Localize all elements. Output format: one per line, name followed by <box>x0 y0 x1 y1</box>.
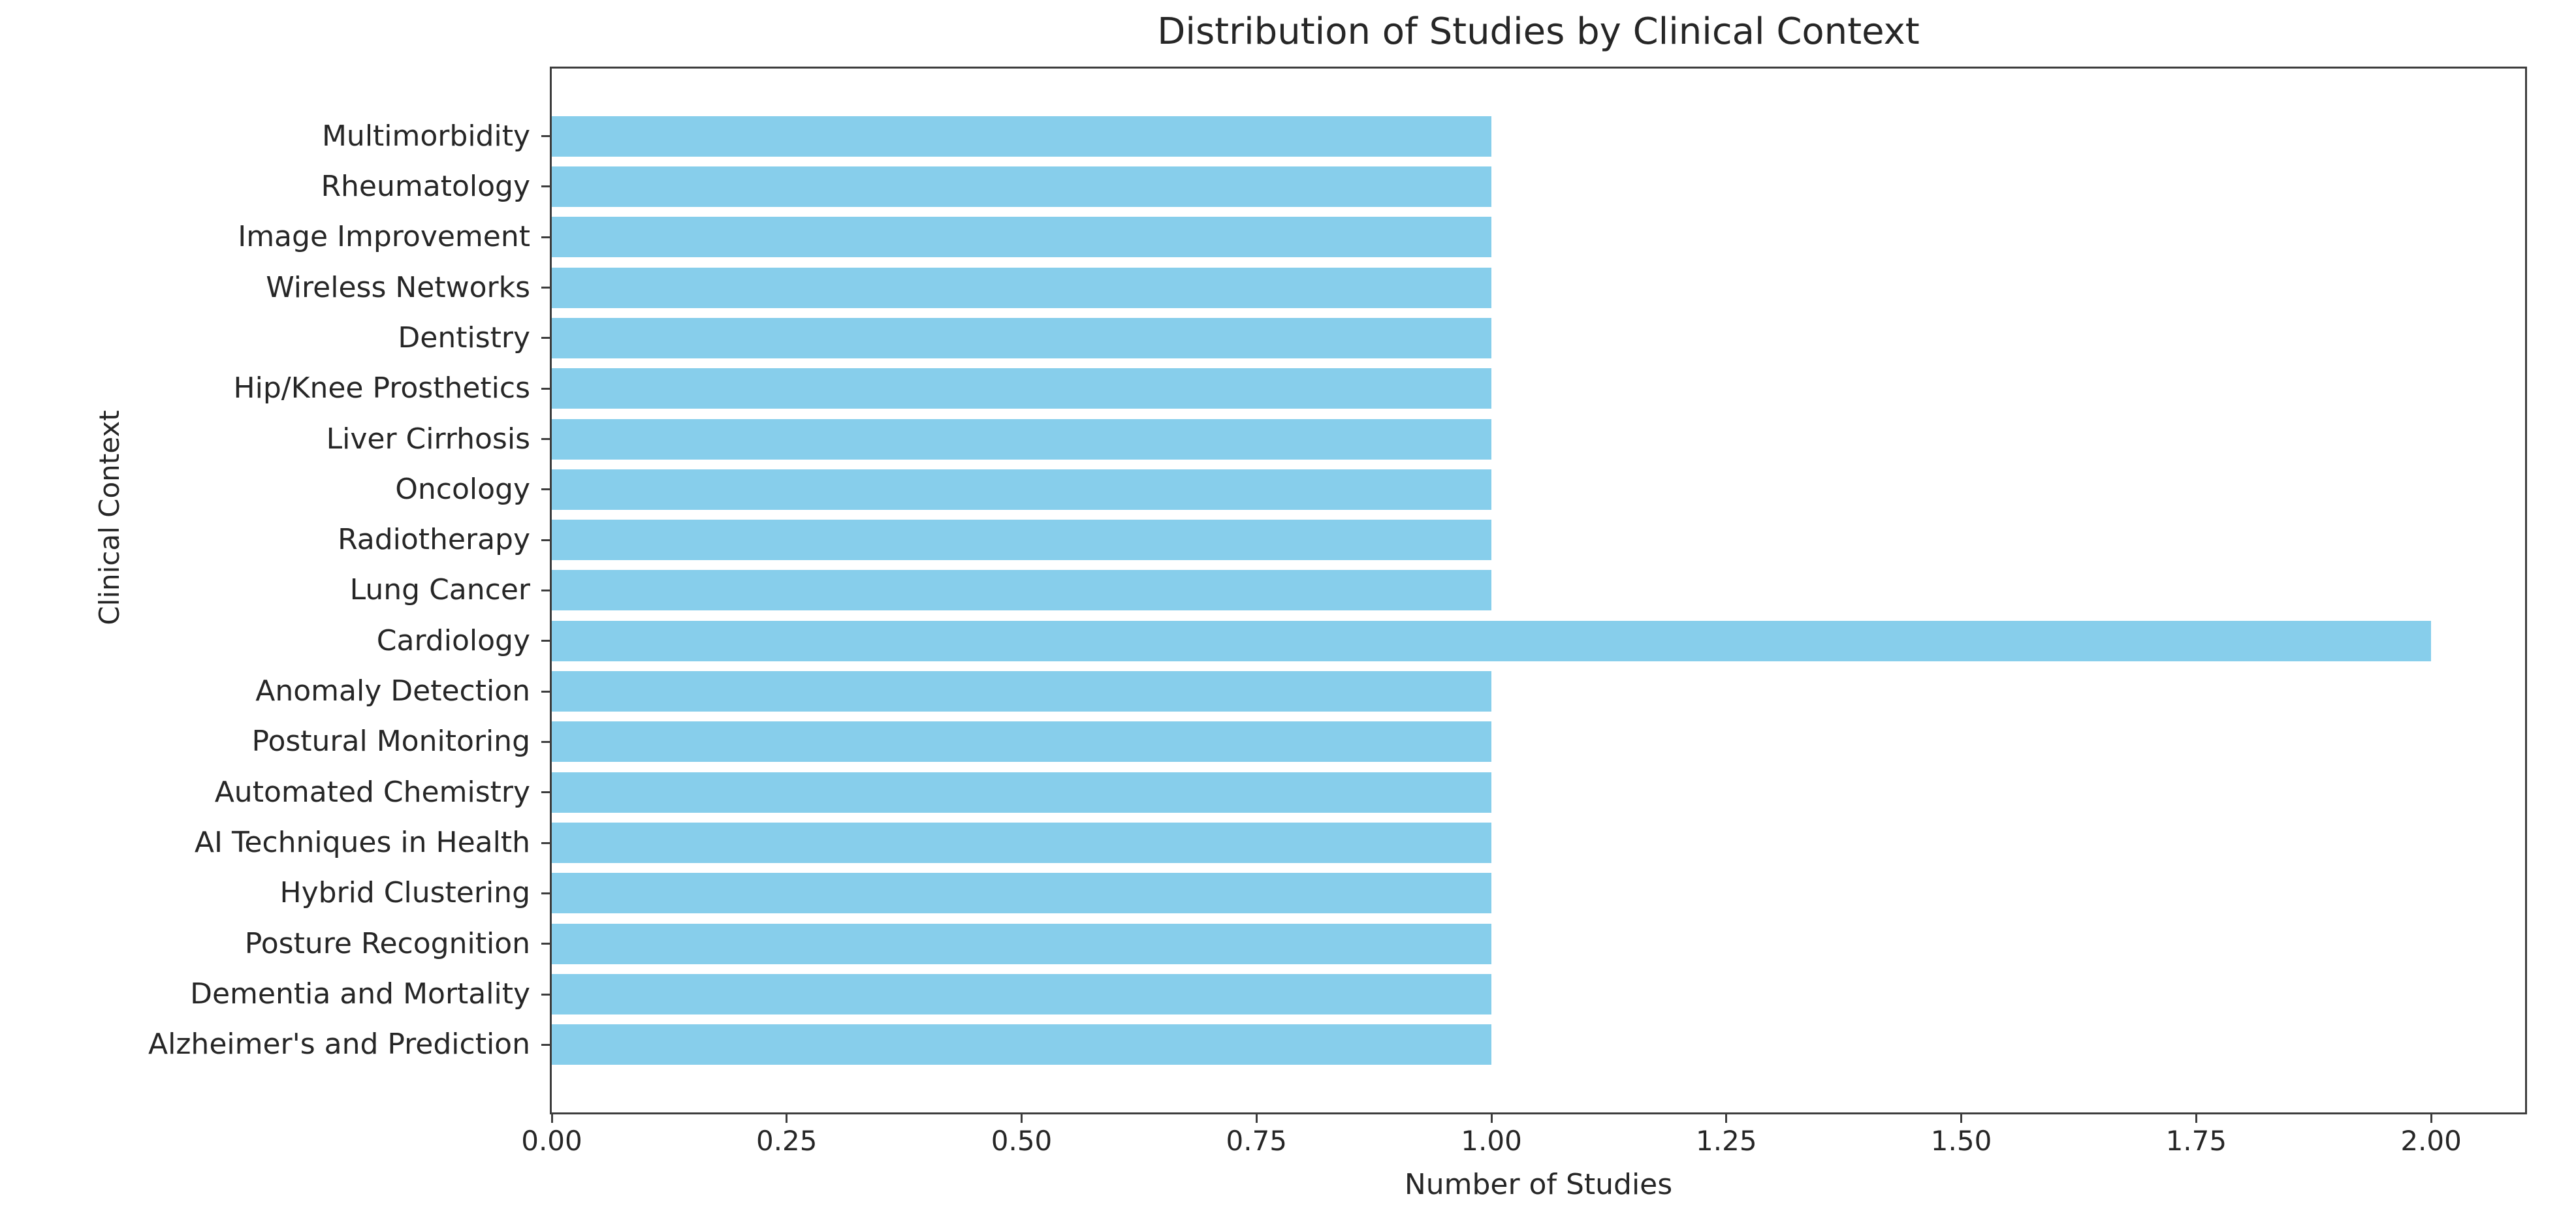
y-tick-mark <box>541 488 552 491</box>
bar <box>552 671 1492 712</box>
x-tick-label: 0.25 <box>755 1125 818 1157</box>
bar <box>552 620 2432 661</box>
bar <box>552 721 1492 763</box>
x-tick-label: 2.00 <box>2400 1125 2462 1157</box>
y-tick-mark <box>541 135 552 138</box>
bar <box>552 974 1492 1015</box>
x-tick-label: 0.75 <box>1226 1125 1288 1157</box>
y-tick-label: Oncology <box>395 472 530 506</box>
y-tick-label: Posture Recognition <box>244 926 530 960</box>
bar <box>552 1024 1492 1065</box>
y-tick-mark <box>541 337 552 339</box>
y-tick-label: Cardiology <box>376 623 530 657</box>
x-tick-mark <box>2430 1112 2432 1123</box>
y-tick-mark <box>541 287 552 289</box>
y-tick-label: Image Improvement <box>238 220 530 254</box>
y-tick-mark <box>541 589 552 591</box>
x-tick-label: 0.50 <box>991 1125 1053 1157</box>
chart-title: Distribution of Studies by Clinical Cont… <box>1157 10 1920 53</box>
y-tick-mark <box>541 791 552 794</box>
x-tick-label: 1.75 <box>2165 1125 2227 1157</box>
bar <box>552 469 1492 510</box>
y-tick-mark <box>541 740 552 743</box>
bar <box>552 570 1492 611</box>
x-tick-mark <box>1021 1112 1023 1123</box>
y-tick-label: Postural Monitoring <box>251 725 530 759</box>
bars-layer <box>552 69 2525 1112</box>
x-tick-label: 1.25 <box>1696 1125 1757 1157</box>
y-tick-label: Alzheimer's and Prediction <box>148 1028 530 1062</box>
y-tick-mark <box>541 841 552 844</box>
y-tick-mark <box>541 640 552 642</box>
y-tick-mark <box>541 438 552 441</box>
x-tick-label: 1.50 <box>1930 1125 1992 1157</box>
bar <box>552 116 1492 157</box>
x-tick-mark <box>550 1112 553 1123</box>
bar <box>552 418 1492 460</box>
y-tick-mark <box>541 943 552 945</box>
bar <box>552 772 1492 813</box>
bar <box>552 923 1492 964</box>
bar <box>552 823 1492 864</box>
x-tick-mark <box>1255 1112 1258 1123</box>
bar <box>552 267 1492 308</box>
y-tick-mark <box>541 539 552 541</box>
x-tick-mark <box>786 1112 788 1123</box>
bar <box>552 166 1492 207</box>
y-tick-label: Multimorbidity <box>321 119 530 153</box>
x-tick-label: 0.00 <box>521 1125 582 1157</box>
bar <box>552 368 1492 409</box>
y-tick-label: Hip/Knee Prosthetics <box>233 371 530 405</box>
y-tick-label: AI Techniques in Health <box>194 826 530 860</box>
x-tick-mark <box>1960 1112 1963 1123</box>
y-tick-mark <box>541 1043 552 1046</box>
y-tick-label: Radiotherapy <box>338 523 530 557</box>
bar <box>552 520 1492 561</box>
x-tick-label: 1.00 <box>1461 1125 1522 1157</box>
y-tick-label: Wireless Networks <box>266 270 530 304</box>
y-tick-mark <box>541 185 552 188</box>
y-tick-mark <box>541 892 552 894</box>
y-tick-mark <box>541 690 552 693</box>
x-axis-label: Number of Studies <box>1404 1168 1673 1201</box>
x-tick-mark <box>1725 1112 1728 1123</box>
y-tick-label: Dentistry <box>398 321 530 354</box>
y-tick-label: Rheumatology <box>321 169 530 203</box>
y-tick-label: Lung Cancer <box>349 573 530 607</box>
bar <box>552 873 1492 914</box>
bar <box>552 217 1492 258</box>
bar <box>552 317 1492 358</box>
x-tick-mark <box>2195 1112 2197 1123</box>
y-tick-mark <box>541 993 552 996</box>
y-tick-mark <box>541 387 552 390</box>
x-tick-mark <box>1490 1112 1493 1123</box>
y-tick-label: Automated Chemistry <box>214 775 530 809</box>
y-tick-mark <box>541 236 552 238</box>
y-tick-label: Anomaly Detection <box>255 674 530 708</box>
y-tick-label: Hybrid Clustering <box>279 876 531 910</box>
y-tick-label: Dementia and Mortality <box>190 977 530 1011</box>
y-tick-label: Liver Cirrhosis <box>326 422 530 456</box>
